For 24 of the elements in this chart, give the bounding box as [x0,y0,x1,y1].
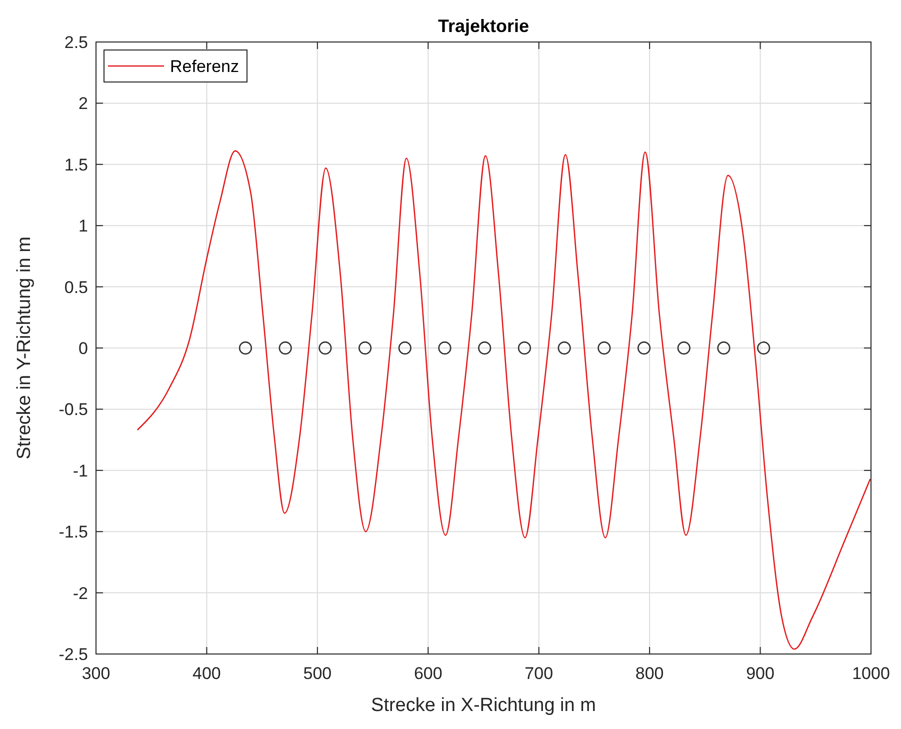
x-tick-label: 300 [82,664,110,683]
line-series [136,150,871,650]
y-tick-label: -1.5 [58,522,88,542]
x-tick-label: 1000 [852,664,890,683]
chart-title: Trajektorie [438,16,530,36]
y-tick-label: -2 [72,584,88,603]
y-tick-label: 2 [78,94,88,114]
y-axis-title: Strecke in Y-Richtung in m [14,236,35,460]
y-tick-label: 1 [78,216,88,236]
y-tick-label: 1.5 [64,155,88,174]
x-tick-label: 900 [746,664,774,683]
x-tick-label: 600 [414,664,442,683]
x-tick-label: 800 [635,664,664,683]
x-tick-label: 500 [303,664,332,683]
y-tick-label: 0.5 [64,278,88,297]
y-tick-label: -2.5 [58,645,88,664]
y-tick-label: 2.5 [64,33,88,52]
y-tick-label: 0 [78,339,88,358]
x-tick-label: 700 [524,664,554,683]
legend-label: Referenz [170,57,239,76]
x-axis-title: Strecke in X-Richtung in m [371,695,596,716]
x-tick-label: 400 [192,664,221,683]
y-tick-label: -1 [72,461,88,480]
y-tick-label: -0.5 [58,400,88,420]
